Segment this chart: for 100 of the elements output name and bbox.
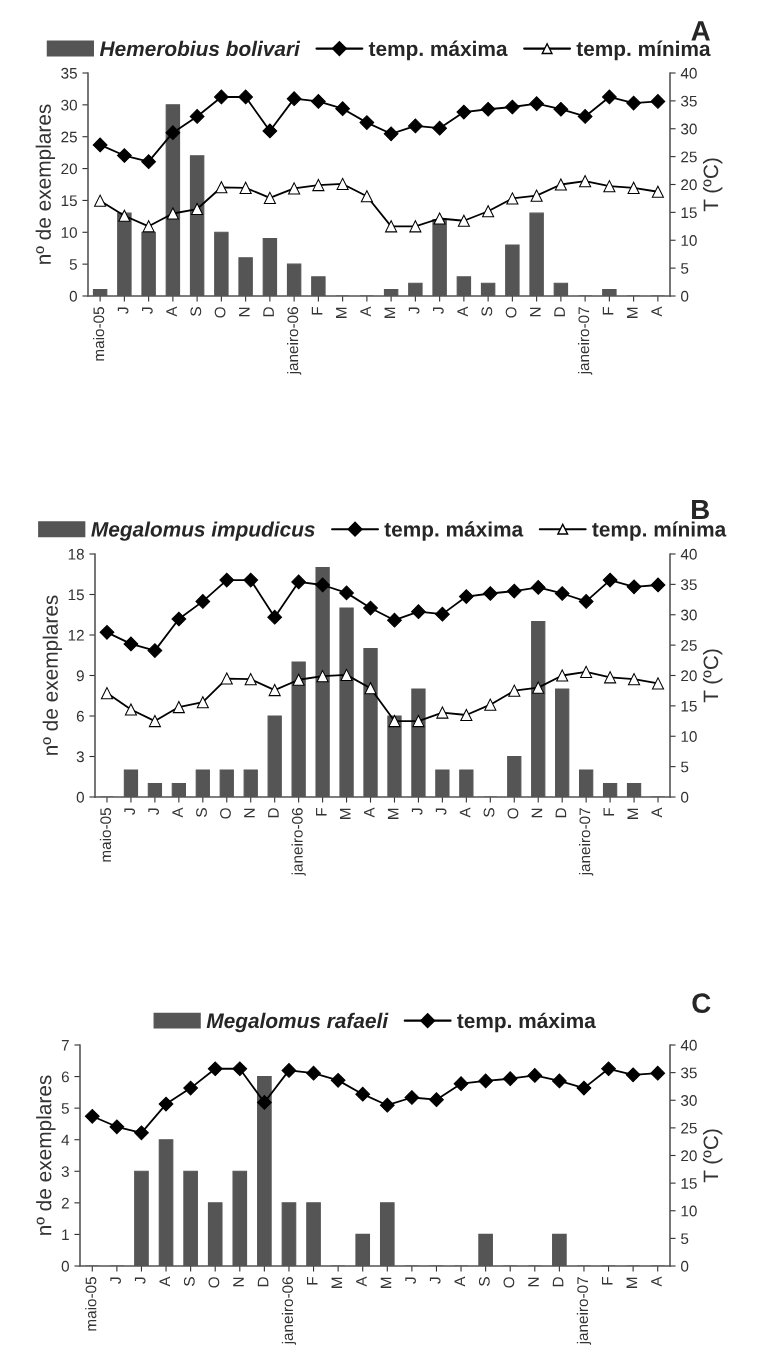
y-tick-label: 10: [61, 227, 77, 238]
y2-tick-label: 40: [680, 67, 697, 79]
point: [360, 190, 373, 203]
x-tick-label: O: [220, 808, 231, 819]
point: [532, 681, 545, 694]
x-tick-label: maio-05: [99, 808, 112, 862]
point: [504, 99, 520, 115]
point: [554, 586, 570, 601]
y2-axis-title: T (ºC): [702, 158, 723, 212]
point: [148, 714, 161, 728]
legend-label: temp. máxima: [457, 1012, 596, 1033]
point: [604, 671, 617, 684]
point: [134, 1125, 149, 1141]
y-tick-label: 4: [61, 1134, 70, 1146]
point: [529, 96, 545, 112]
point: [433, 212, 446, 225]
x-tick-label: A: [159, 1276, 170, 1287]
point: [601, 1061, 616, 1077]
point: [339, 585, 354, 601]
x-tick-label: D: [263, 307, 274, 317]
x-tick-label: M: [384, 307, 396, 318]
point: [312, 178, 325, 192]
x-tick-label: O: [503, 1277, 515, 1288]
x-tick-label: S: [183, 1277, 195, 1286]
point: [281, 1063, 297, 1078]
x-tick-label: A: [356, 1276, 367, 1287]
x-tick-label: maio-05: [93, 307, 105, 361]
x-tick-label: D: [552, 1277, 564, 1287]
text: A: [691, 21, 711, 41]
y-tick-label: 6: [61, 1071, 69, 1083]
x-tick-label: J: [435, 808, 447, 815]
y-tick-label: 3: [61, 1166, 69, 1177]
x-tick-label: D: [268, 808, 279, 818]
x-tick-label: janeiro-07: [578, 307, 593, 375]
y-tick-label: 15: [68, 589, 84, 601]
y2-tick-label: 15: [681, 700, 697, 712]
x-tick-label: N: [531, 808, 543, 818]
x-tick-label: J: [110, 1277, 121, 1284]
y-tick-label: 0: [61, 1260, 69, 1272]
point: [626, 95, 642, 111]
y2-tick-label: 10: [681, 235, 697, 246]
point: [172, 701, 185, 714]
point: [262, 123, 278, 139]
y2-tick-label: 15: [681, 207, 697, 219]
point: [651, 677, 665, 690]
x-tick-label: D: [257, 1277, 269, 1287]
x-tick-label: J: [405, 1277, 416, 1284]
point: [118, 209, 131, 222]
point: [556, 669, 569, 682]
point: [238, 89, 254, 105]
point: [460, 708, 473, 722]
point: [412, 714, 425, 728]
point: [364, 682, 377, 695]
x-tick-label: O: [507, 808, 519, 819]
point: [315, 577, 330, 593]
x-tick-label: J: [408, 307, 420, 314]
point: [530, 580, 546, 595]
point: [602, 572, 618, 588]
point: [478, 1073, 494, 1089]
x-tick-label: maio-05: [85, 1277, 97, 1331]
x-tick-label: D: [555, 808, 567, 818]
point: [453, 1076, 469, 1092]
point: [243, 572, 259, 588]
point: [100, 687, 114, 700]
point: [429, 1092, 444, 1108]
point: [195, 593, 211, 609]
point: [288, 182, 301, 195]
x-tick-label: A: [651, 1276, 662, 1287]
legend-label: Hemerobius bolivari: [99, 40, 301, 57]
point: [579, 175, 592, 188]
point: [244, 673, 257, 686]
x-tick-label: A: [457, 306, 468, 317]
y2-tick-label: 15: [681, 1178, 697, 1189]
y2-tick-label: 40: [680, 548, 697, 560]
legend-label: temp. máxima: [368, 40, 508, 61]
point: [239, 181, 252, 194]
y-tick-label: 1: [62, 1229, 69, 1240]
point: [432, 120, 448, 136]
point: [506, 583, 522, 599]
point: [436, 706, 449, 719]
x-tick-label: N: [233, 1277, 244, 1287]
point: [484, 698, 497, 711]
point: [601, 89, 617, 105]
point: [363, 600, 378, 616]
y2-tick-label: 30: [681, 123, 697, 135]
point: [506, 192, 519, 205]
point: [171, 611, 187, 627]
point: [603, 180, 616, 193]
point: [99, 624, 115, 640]
point: [189, 109, 205, 124]
point: [306, 1065, 321, 1081]
x-tick-label: M: [627, 808, 639, 819]
point: [404, 1090, 420, 1105]
point: [650, 1065, 666, 1081]
x-tick-label: M: [626, 1277, 638, 1288]
point: [286, 91, 302, 107]
point: [651, 185, 664, 198]
y-axis-title: nº de exemplares: [35, 104, 56, 264]
y-tick-label: 2: [61, 1197, 69, 1209]
point: [142, 220, 155, 233]
